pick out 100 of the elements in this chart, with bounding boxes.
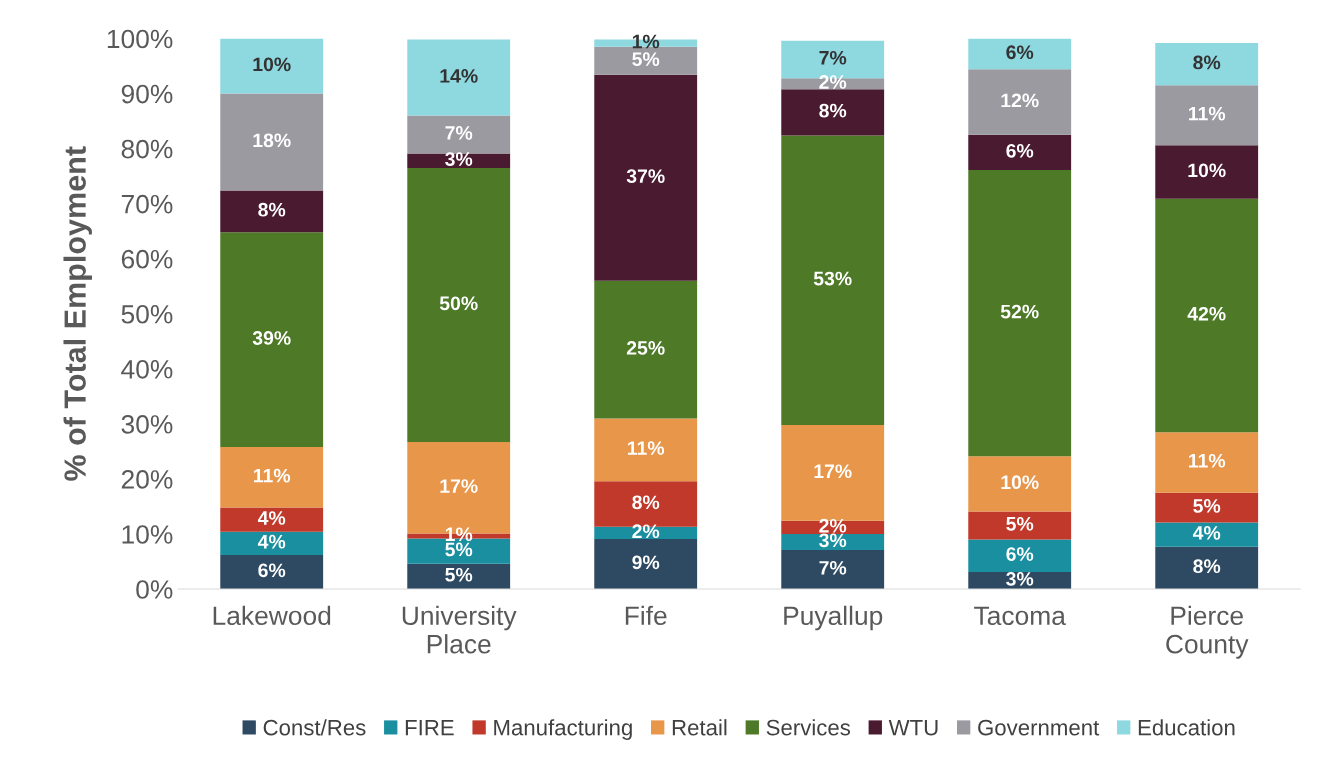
legend-label: Const/Res [263,719,366,736]
bar [968,134,1072,171]
bar [781,549,885,590]
bar [220,554,324,590]
data-label: 5% [1193,499,1221,513]
bar [1155,522,1259,547]
x-tick-label: Tacoma [974,606,1066,626]
data-label: 18% [253,133,291,148]
bar [594,280,698,419]
data-label: 2% [819,75,847,89]
bar [1155,42,1259,86]
data-label: 7% [445,126,473,140]
bar [781,89,885,136]
data-label: 12% [1001,93,1039,108]
bar [1155,492,1259,523]
y-axis-title: % of Total Employment [63,146,92,481]
bar [1155,85,1259,146]
bar [220,232,324,448]
data-label: 5% [632,52,660,67]
data-label: 17% [440,479,478,493]
bar [407,115,511,154]
data-label: 11% [628,441,665,455]
data-label: 11% [254,468,291,483]
data-label: 8% [1193,55,1221,70]
data-label: 8% [632,495,660,510]
bar [1155,198,1259,433]
data-label: 8% [258,202,286,217]
data-label: 6% [258,563,286,578]
legend-label: Education [1138,719,1235,736]
bar [1155,432,1259,493]
y-tick-label: 30% [121,415,173,434]
data-label: 2% [819,518,847,533]
data-label: 14% [440,69,478,83]
data-label: 42% [1187,306,1226,321]
bar [968,539,1072,572]
bar [781,533,885,550]
bar [220,447,324,508]
data-label: 25% [626,341,665,355]
y-tick-label: 100% [107,29,173,49]
bar [968,38,1072,70]
data-label: 10% [1188,163,1226,178]
data-label: 8% [819,103,847,118]
data-label: 3% [1006,571,1034,586]
data-label: 3% [445,152,473,166]
bar [407,39,511,116]
data-label: 5% [445,542,473,557]
bar [220,38,324,94]
data-label: 7% [819,561,847,575]
bar [968,511,1072,540]
bar [968,69,1072,135]
y-tick-label: 70% [121,194,173,214]
x-tick-label: Fife [625,605,667,626]
y-tick-label: 20% [121,470,173,489]
y-tick-label: 50% [121,304,173,324]
data-label: 6% [1006,547,1034,561]
bar [594,74,698,281]
bar [1155,145,1259,199]
data-label: 6% [1006,45,1034,60]
data-label: 53% [813,271,852,286]
data-label: 8% [1193,559,1221,574]
bar [220,507,324,532]
data-label: 10% [253,57,291,72]
data-label: 39% [252,331,291,345]
x-tick-label: Puyallup [784,605,883,631]
bar [1155,546,1259,590]
data-label: 5% [1006,516,1034,531]
data-label: 4% [257,511,286,525]
bar [407,167,511,443]
y-tick-label: 80% [121,139,173,159]
x-tick-label: Pierce County [1166,605,1249,659]
data-label: 3% [819,533,847,548]
legend-label: Retail [672,719,727,736]
y-tick-label: 60% [121,249,173,269]
data-label: 2% [632,524,660,539]
data-label: 5% [445,567,473,582]
x-tick-label: Lakewood [213,605,331,626]
data-label: 17% [814,464,852,479]
y-tick-label: 90% [121,84,173,104]
bar [220,531,324,555]
y-tick-label: 10% [122,525,173,544]
data-label: 1% [445,527,473,542]
data-label: 52% [1000,304,1039,319]
data-label: 10% [1001,475,1039,490]
legend-label: Manufacturing [494,719,632,740]
bar [220,93,324,191]
bar [968,170,1072,457]
data-label: 4% [1192,526,1221,540]
legend-label: FIRE [405,719,454,736]
bar [968,456,1072,512]
x-tick-label: University Place [402,605,517,654]
y-tick-label: 40% [121,359,173,379]
bar [781,135,885,425]
legend-label: Services [766,719,851,736]
data-label: 4% [257,534,286,549]
data-label: 6% [1006,143,1034,158]
bar [220,190,324,233]
legend-label: WTU [888,719,938,736]
data-label: 7% [819,50,847,65]
y-tick-label: 0% [136,580,173,599]
bar [594,418,698,482]
